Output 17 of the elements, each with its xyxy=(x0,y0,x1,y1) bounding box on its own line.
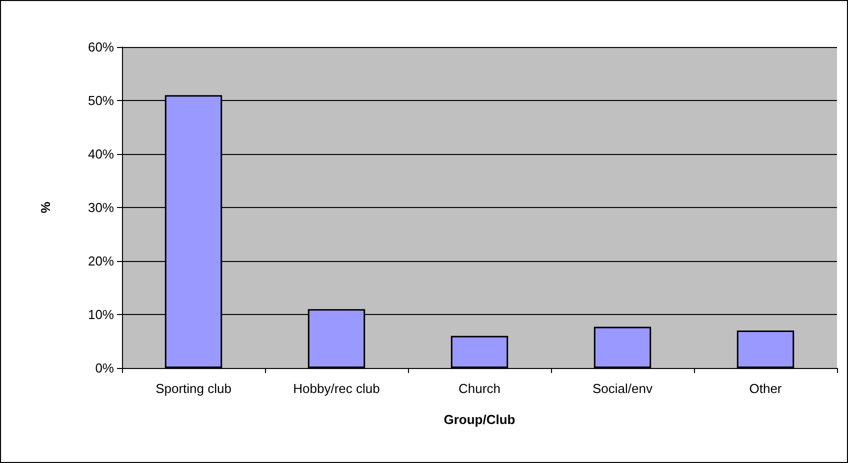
y-tick-label: 30% xyxy=(88,200,114,215)
y-tick-label: 0% xyxy=(95,360,114,376)
y-tick-label: 10% xyxy=(88,307,114,322)
x-tick-label: Social/env xyxy=(592,381,653,396)
x-tick-label: Church xyxy=(458,381,500,396)
y-tick-label: 20% xyxy=(88,254,114,268)
x-tick-label: Hobby/rec club xyxy=(293,381,380,396)
y-tick-label: 60% xyxy=(88,40,114,54)
y-axis-title: % xyxy=(38,201,53,214)
x-tick-label: Sporting club xyxy=(156,381,232,396)
x-tick-label: Other xyxy=(749,381,782,396)
y-tick-label: 50% xyxy=(88,93,114,108)
x-axis-title: Group/Club xyxy=(444,412,516,427)
bar xyxy=(450,336,508,368)
bar xyxy=(594,326,652,368)
y-tick-label: 40% xyxy=(88,146,114,162)
bar xyxy=(736,330,794,368)
